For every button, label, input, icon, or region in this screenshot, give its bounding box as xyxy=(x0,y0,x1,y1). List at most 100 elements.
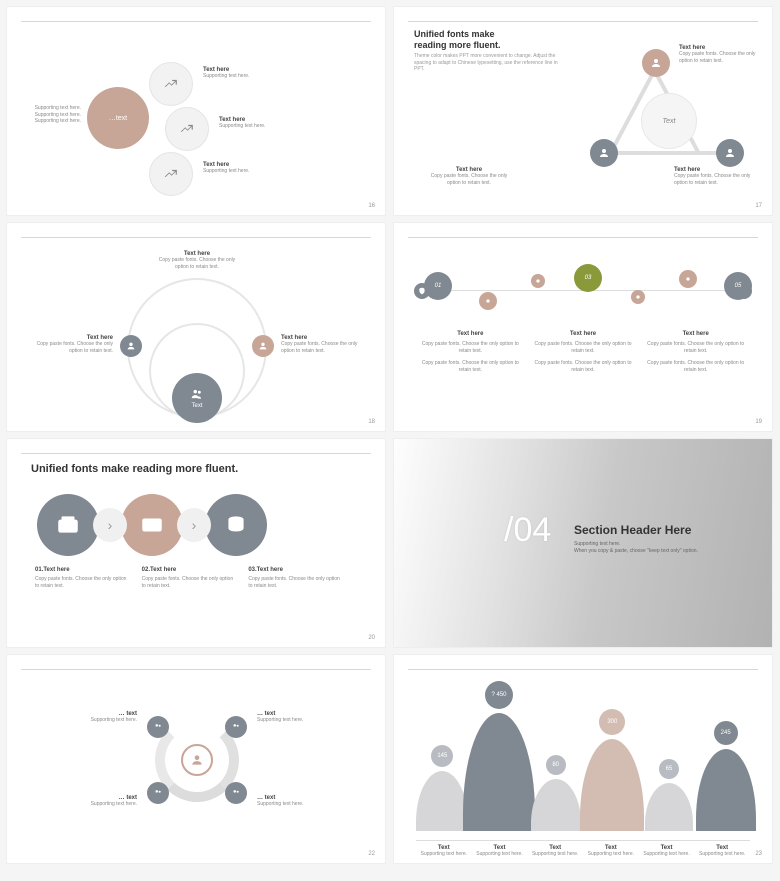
hump-column: TextSupporting text here. xyxy=(472,845,528,858)
petal-center-label: …text xyxy=(109,115,127,122)
triangle-node-top xyxy=(642,49,670,77)
cycle-label-tl: … textSupporting text here. xyxy=(67,711,137,724)
page-number: 22 xyxy=(368,851,375,857)
coins-icon xyxy=(223,512,249,538)
person-icon xyxy=(724,147,736,159)
petal-2 xyxy=(165,107,209,151)
timeline-node xyxy=(479,292,497,310)
hump-columns: TextSupporting text here.TextSupporting … xyxy=(416,840,750,858)
rule xyxy=(408,669,758,670)
hump-column: TextSupporting text here. xyxy=(694,845,750,858)
nest-bottom: Text xyxy=(172,373,222,423)
timeline-node xyxy=(679,270,697,288)
petal-label-1: Text hereSupporting text here. xyxy=(203,67,303,80)
nest-label-left: Text hereCopy paste fonts. Choose the on… xyxy=(23,335,113,354)
slide-18: Text Text hereCopy paste fonts. Choose t… xyxy=(6,222,386,432)
hump xyxy=(696,749,756,831)
process-row: › › xyxy=(37,494,267,556)
section-subtitle: Supporting text here. When you copy & pa… xyxy=(574,541,698,555)
slide-23: 145? 4508030065245 TextSupporting text h… xyxy=(393,654,773,864)
hump xyxy=(531,779,581,831)
timeline-node: 03 xyxy=(574,264,602,292)
hump-column: TextSupporting text here. xyxy=(583,845,639,858)
tri-label-left: Text hereCopy paste fonts. Choose the on… xyxy=(424,167,514,186)
process-columns: 01.Text hereCopy paste fonts. Choose the… xyxy=(35,567,355,589)
nest-label-right: Text hereCopy paste fonts. Choose the on… xyxy=(281,335,371,354)
person-icon xyxy=(190,753,204,767)
proc-col-2: 02.Text hereCopy paste fonts. Choose the… xyxy=(142,567,249,589)
tl-col-2: Text hereCopy paste fonts. Choose the on… xyxy=(527,331,640,373)
growth-icon xyxy=(164,77,178,91)
slide-section-04: /04 Section Header Here Supporting text … xyxy=(393,438,773,648)
triangle-node-right xyxy=(716,139,744,167)
petal-label-3: Text hereSupporting text here. xyxy=(203,162,303,175)
slide-19: 010305 Text hereCopy paste fonts. Choose… xyxy=(393,222,773,432)
humps-chart: 145? 4508030065245 xyxy=(414,695,752,831)
team-icon xyxy=(190,387,204,401)
person-icon xyxy=(126,341,136,351)
growth-icon xyxy=(164,167,178,181)
slide-title: Unified fonts makereading more fluent. xyxy=(414,29,501,51)
proc-col-3: 03.Text hereCopy paste fonts. Choose the… xyxy=(248,567,355,589)
hump-value-bubble: 145 xyxy=(431,745,453,767)
triangle-diagram: Text xyxy=(594,47,744,177)
dot-icon xyxy=(684,275,692,283)
triangle-center: Text xyxy=(641,93,697,149)
hump xyxy=(463,713,535,831)
hump-column: TextSupporting text here. xyxy=(527,845,583,858)
slide-22: … textSupporting text here. … textSuppor… xyxy=(6,654,386,864)
cycle-label-br: … textSupporting text here. xyxy=(257,795,327,808)
page-number: 20 xyxy=(368,635,375,641)
slide-grid: …text Supporting text here. Supporting t… xyxy=(6,6,774,864)
proc-3 xyxy=(205,494,267,556)
cycle-node-tl xyxy=(147,716,169,738)
hump-value-bubble: ? 450 xyxy=(485,681,513,709)
team-icon xyxy=(231,788,241,798)
hump-column: TextSupporting text here. xyxy=(416,845,472,858)
slide-17: Unified fonts makereading more fluent. T… xyxy=(393,6,773,216)
team-icon xyxy=(153,788,163,798)
cycle-node-br xyxy=(225,782,247,804)
cycle-label-bl: … textSupporting text here. xyxy=(67,795,137,808)
tri-label-right: Text hereCopy paste fonts. Choose the on… xyxy=(674,167,764,186)
page-number: 16 xyxy=(368,203,375,209)
rule xyxy=(408,21,758,22)
money-icon xyxy=(139,512,165,538)
hump-value-bubble: 65 xyxy=(659,759,679,779)
tl-col-1: Text hereCopy paste fonts. Choose the on… xyxy=(414,331,527,373)
petal-center: …text xyxy=(87,87,149,149)
cycle-node-tr xyxy=(225,716,247,738)
hump xyxy=(580,739,644,831)
cycle-diagram xyxy=(147,710,247,810)
hump-value-bubble: 80 xyxy=(546,755,566,775)
dot-icon xyxy=(634,293,642,301)
tl-col-3: Text hereCopy paste fonts. Choose the on… xyxy=(639,331,752,373)
hump-value-bubble: 245 xyxy=(714,721,738,745)
petal-1 xyxy=(149,62,193,106)
timeline-node: 01 xyxy=(424,272,452,300)
team-icon xyxy=(153,722,163,732)
timeline-columns: Text hereCopy paste fonts. Choose the on… xyxy=(414,331,752,373)
petal-3 xyxy=(149,152,193,196)
rule xyxy=(21,237,371,238)
cycle-center xyxy=(181,744,213,776)
section-title: Section Header Here xyxy=(574,523,691,537)
person-icon xyxy=(258,341,268,351)
team-icon xyxy=(231,722,241,732)
chevron-icon: › xyxy=(93,508,127,542)
tri-label-top: Text hereCopy paste fonts. Choose the on… xyxy=(679,45,769,64)
timeline: 010305 xyxy=(414,258,752,328)
rule xyxy=(21,453,371,454)
nest-node-left xyxy=(120,335,142,357)
dot-icon xyxy=(484,297,492,305)
growth-icon xyxy=(180,122,194,136)
page-number: 23 xyxy=(755,851,762,857)
rule xyxy=(21,669,371,670)
rule xyxy=(21,21,371,22)
hump xyxy=(645,783,693,831)
rule xyxy=(408,237,758,238)
proc-2 xyxy=(121,494,183,556)
slide-20: Unified fonts make reading more fluent. … xyxy=(6,438,386,648)
hump xyxy=(416,771,468,831)
triangle-node-left xyxy=(590,139,618,167)
